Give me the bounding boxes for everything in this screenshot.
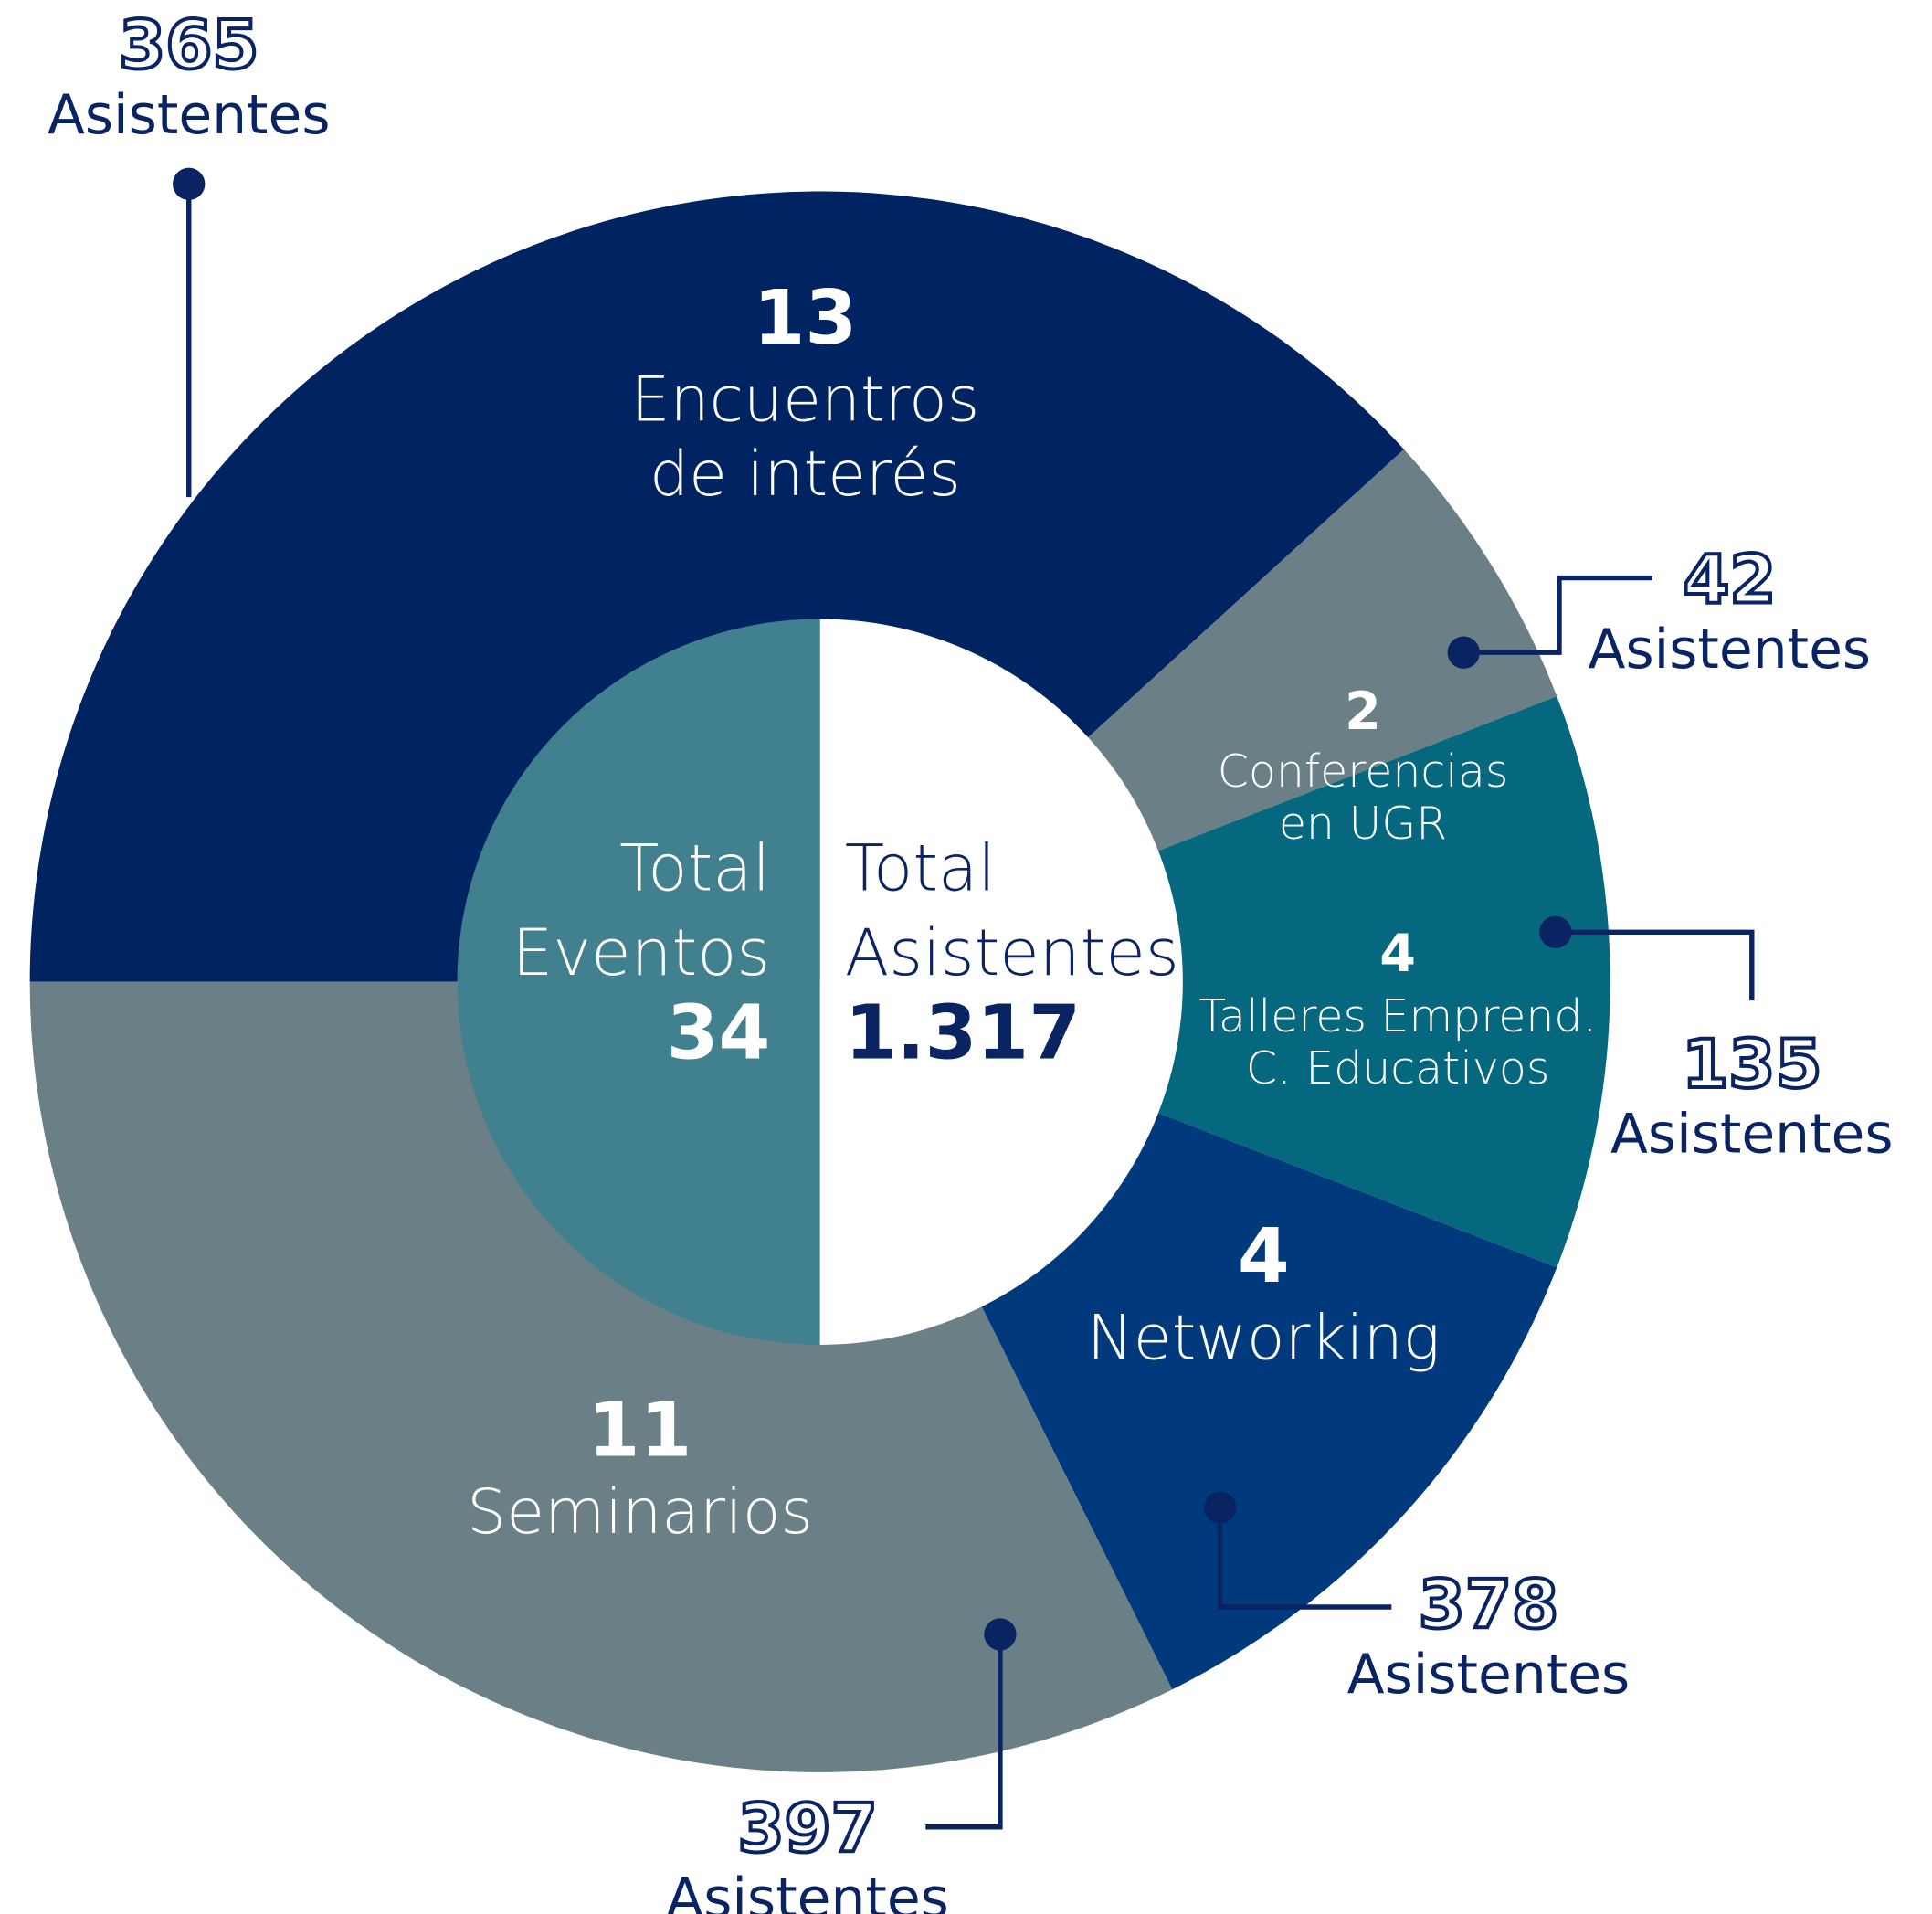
attendee-label: Asistentes: [1589, 618, 1872, 682]
inner-right: [819, 619, 1183, 1345]
attendee-value: 378: [1419, 1567, 1558, 1644]
center-value: 1.317: [845, 989, 1081, 1076]
leader-dot: [1203, 1491, 1237, 1524]
slice-label: Conferencias: [1218, 746, 1509, 798]
slice-value: 2: [1345, 682, 1381, 742]
leader-dot: [173, 167, 206, 201]
slice: [819, 696, 1610, 1268]
center-label: Eventos: [512, 915, 771, 990]
slice-label: Encuentros: [631, 365, 980, 437]
center-label: Total: [619, 830, 770, 905]
attendee-value: 42: [1683, 541, 1776, 619]
leader-line: [1555, 929, 1755, 1001]
attendee-label: Asistentes: [1610, 1102, 1894, 1166]
leader-dot: [1539, 915, 1572, 948]
slice-value: 13: [754, 275, 858, 362]
leader-line: [1463, 575, 1652, 655]
slice: [29, 191, 1404, 982]
slice-label: Networking: [1087, 1303, 1441, 1375]
center-label: Asistentes: [845, 915, 1179, 990]
center-value: 34: [667, 989, 771, 1076]
slice-value: 4: [1238, 1213, 1290, 1300]
attendee-value: 397: [737, 1791, 877, 1868]
attendee-value: 365: [119, 6, 259, 84]
attendee-label: Asistentes: [1347, 1643, 1631, 1707]
slice-label: Seminarios: [467, 1476, 813, 1549]
slice-label: de interés: [649, 439, 961, 511]
center-label: Total: [845, 830, 996, 905]
slice-value: 4: [1379, 924, 1416, 984]
slice-value: 11: [588, 1388, 692, 1475]
attendee-value: 135: [1682, 1026, 1821, 1104]
slice-label: Talleres Emprend.: [1198, 990, 1597, 1042]
attendee-label: Asistentes: [666, 1866, 949, 1914]
leader-dot: [984, 1618, 1017, 1651]
leader-dot: [1447, 636, 1480, 669]
inner-left: [457, 619, 820, 1345]
attendee-label: Asistentes: [48, 83, 331, 147]
leader-line: [1217, 1507, 1392, 1610]
slice-label: C. Educativos: [1246, 1042, 1549, 1094]
slice-label: en UGR: [1279, 798, 1447, 850]
leader-line: [925, 1634, 1003, 1830]
